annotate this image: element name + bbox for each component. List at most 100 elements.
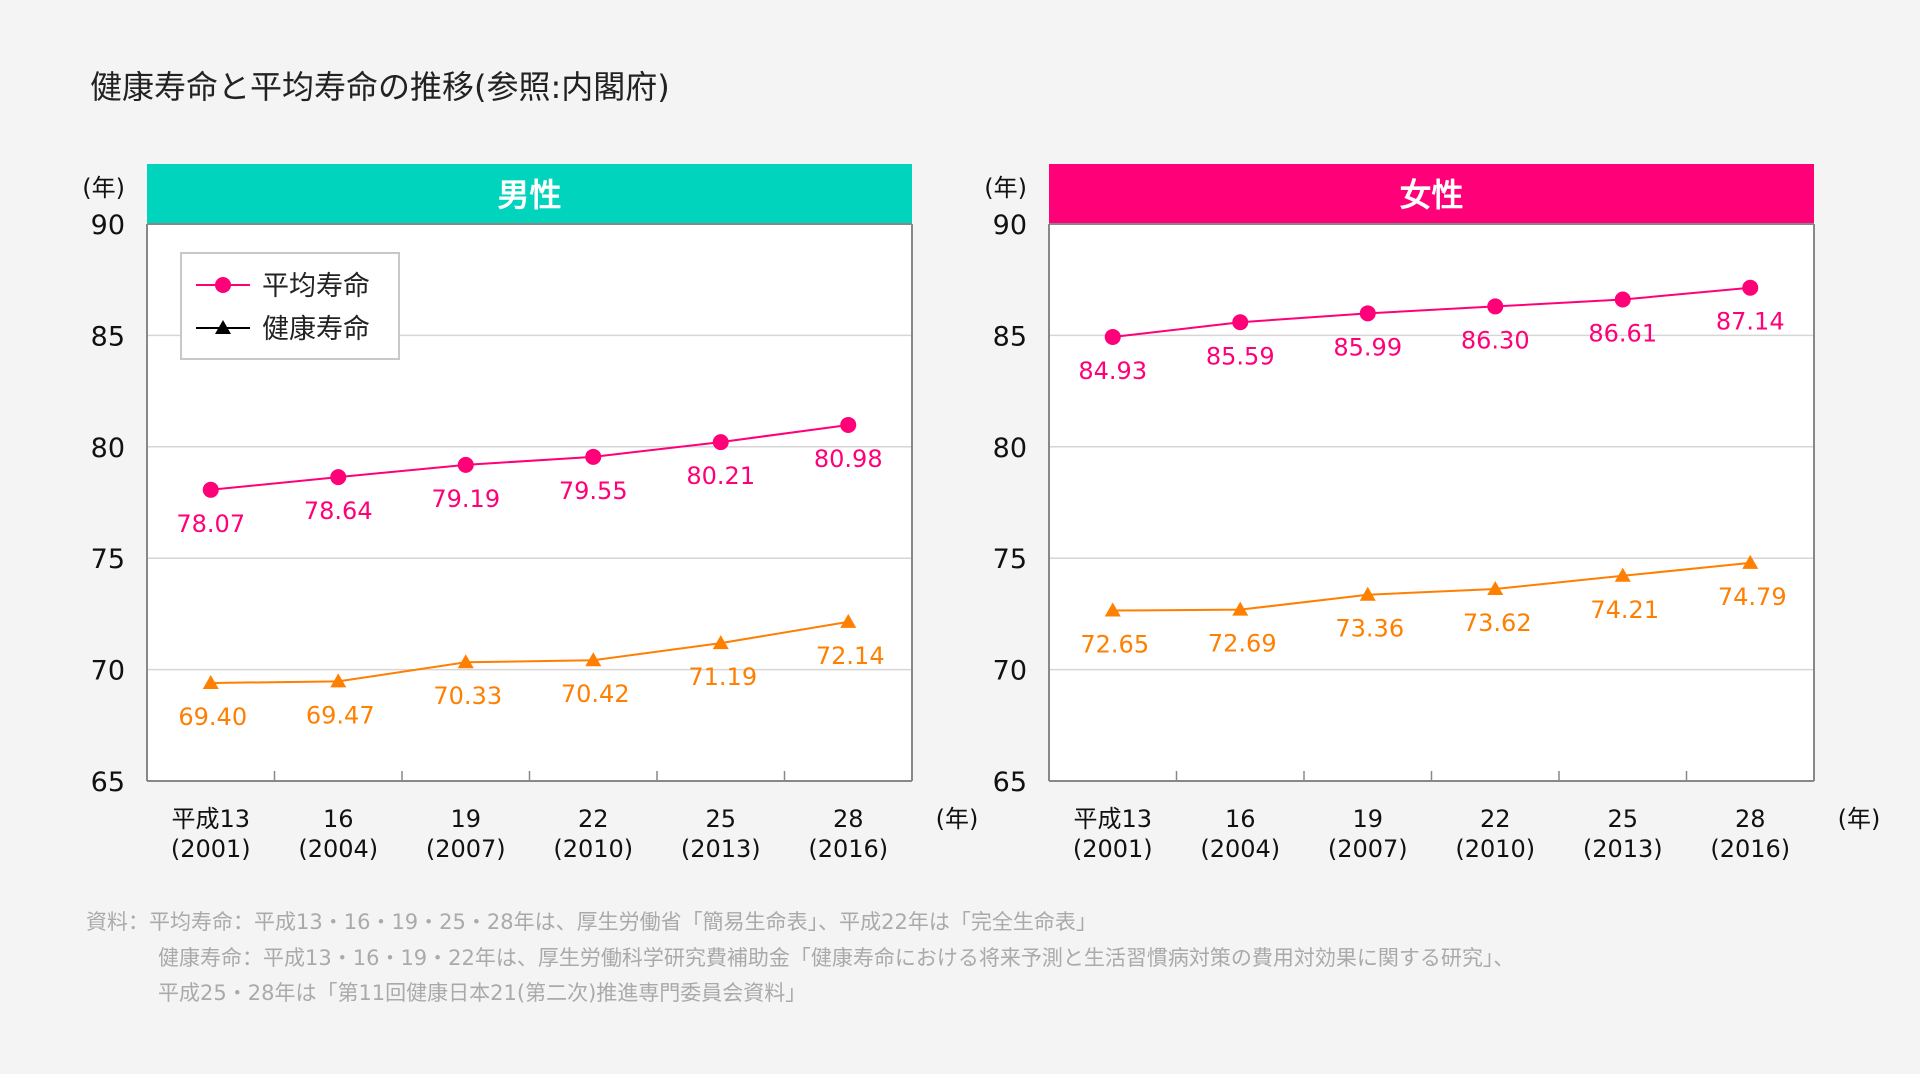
data-label: 79.19 [431, 485, 500, 513]
data-point [1742, 554, 1759, 569]
x-tick-label: 28 [1735, 805, 1766, 833]
series-line [210, 423, 849, 491]
y-tick-label: 90 [91, 210, 125, 241]
x-tick-label: (2013) [681, 835, 761, 863]
legend-marker-triangle [215, 320, 231, 334]
data-label: 72.69 [1208, 630, 1277, 658]
footnote-line: 平成25・28年は「第11回健康日本21(第二次)推進専門委員会資料」 [158, 981, 807, 1005]
data-label: 85.99 [1333, 333, 1402, 361]
data-point [712, 434, 729, 451]
x-tick-label: 25 [1607, 805, 1638, 833]
data-point [202, 674, 219, 689]
data-label: 84.93 [1078, 357, 1147, 385]
chart-title: 男性 [497, 176, 561, 214]
x-tick-label: 平成13 [171, 805, 250, 833]
series-line [210, 620, 849, 684]
data-label: 74.21 [1590, 596, 1659, 624]
chart-title: 女性 [1399, 176, 1463, 214]
data-label: 70.33 [433, 682, 502, 710]
data-label: 78.07 [176, 510, 245, 538]
data-label: 73.36 [1335, 615, 1404, 643]
y-tick-label: 85 [91, 321, 125, 352]
data-label: 72.65 [1080, 631, 1149, 659]
data-point [1232, 601, 1249, 616]
plot-area [1049, 224, 1814, 781]
data-point [330, 673, 347, 688]
y-tick-label: 80 [91, 433, 125, 464]
data-point [1614, 291, 1631, 308]
data-point [202, 481, 219, 498]
data-point [330, 469, 347, 486]
x-tick-label: 19 [1352, 805, 1383, 833]
x-tick-label: (2013) [1583, 835, 1663, 863]
chart-header [1049, 164, 1814, 224]
legend-label: 健康寿命 [262, 314, 370, 345]
y-tick-label: 80 [993, 433, 1027, 464]
x-tick-label: (2010) [1455, 835, 1535, 863]
x-tick-label: (2007) [1328, 835, 1408, 863]
data-point [1232, 314, 1249, 331]
x-tick-label: (2001) [1073, 835, 1153, 863]
data-point [1359, 305, 1376, 322]
data-label: 69.40 [178, 703, 247, 731]
data-point [585, 448, 602, 465]
data-point [840, 416, 857, 433]
footnote-line: 資料：平均寿命：平成13・16・19・25・28年は、厚生労働省「簡易生命表」、… [86, 910, 1097, 934]
data-label: 85.59 [1206, 342, 1275, 370]
y-tick-label: 90 [993, 210, 1027, 241]
y-tick-label: 70 [993, 656, 1027, 687]
x-axis-unit: (年) [936, 805, 979, 833]
data-label: 73.62 [1463, 609, 1532, 637]
data-point [712, 635, 729, 650]
y-tick-label: 85 [993, 321, 1027, 352]
x-tick-label: 22 [1480, 805, 1511, 833]
data-point [1614, 567, 1631, 582]
x-tick-label: (2001) [171, 835, 251, 863]
legend-label: 平均寿命 [262, 271, 370, 302]
data-point [1104, 328, 1121, 345]
data-point [585, 652, 602, 667]
data-point [457, 456, 474, 473]
x-tick-label: 28 [833, 805, 864, 833]
y-tick-label: 65 [993, 767, 1027, 798]
page-title: 健康寿命と平均寿命の推移(参照:内閣府) [90, 68, 670, 106]
data-point [840, 613, 857, 628]
x-tick-label: 25 [705, 805, 736, 833]
legend-box [180, 252, 400, 360]
chart-header [147, 164, 912, 224]
data-point [1487, 298, 1504, 315]
y-axis-unit: (年) [82, 174, 125, 202]
data-point [1742, 279, 1759, 296]
data-label: 70.42 [561, 680, 630, 708]
data-point [457, 654, 474, 669]
data-label: 80.98 [814, 445, 883, 473]
y-tick-label: 75 [993, 544, 1027, 575]
x-tick-label: 16 [1225, 805, 1256, 833]
data-label: 69.47 [306, 701, 375, 729]
x-axis-unit: (年) [1838, 805, 1881, 833]
data-label: 86.61 [1588, 320, 1657, 348]
data-point [1359, 586, 1376, 601]
data-label: 87.14 [1716, 308, 1785, 336]
x-tick-label: (2004) [298, 835, 378, 863]
series-line [1112, 561, 1751, 612]
x-tick-label: 22 [578, 805, 609, 833]
data-point [1487, 580, 1504, 595]
x-tick-label: (2007) [426, 835, 506, 863]
x-tick-label: 16 [323, 805, 354, 833]
x-tick-label: 平成13 [1073, 805, 1152, 833]
y-tick-label: 65 [91, 767, 125, 798]
footnote-line: 健康寿命：平成13・16・19・22年は、厚生労働科学研究費補助金「健康寿命にお… [158, 946, 1515, 970]
data-label: 71.19 [688, 663, 757, 691]
data-label: 80.21 [686, 462, 755, 490]
x-tick-label: (2010) [553, 835, 633, 863]
x-tick-label: 19 [450, 805, 481, 833]
data-label: 79.55 [559, 477, 628, 505]
data-point [1104, 602, 1121, 617]
x-tick-label: (2016) [1710, 835, 1790, 863]
x-tick-label: (2016) [808, 835, 888, 863]
y-axis-unit: (年) [984, 174, 1027, 202]
y-tick-label: 75 [91, 544, 125, 575]
data-label: 72.14 [816, 642, 885, 670]
